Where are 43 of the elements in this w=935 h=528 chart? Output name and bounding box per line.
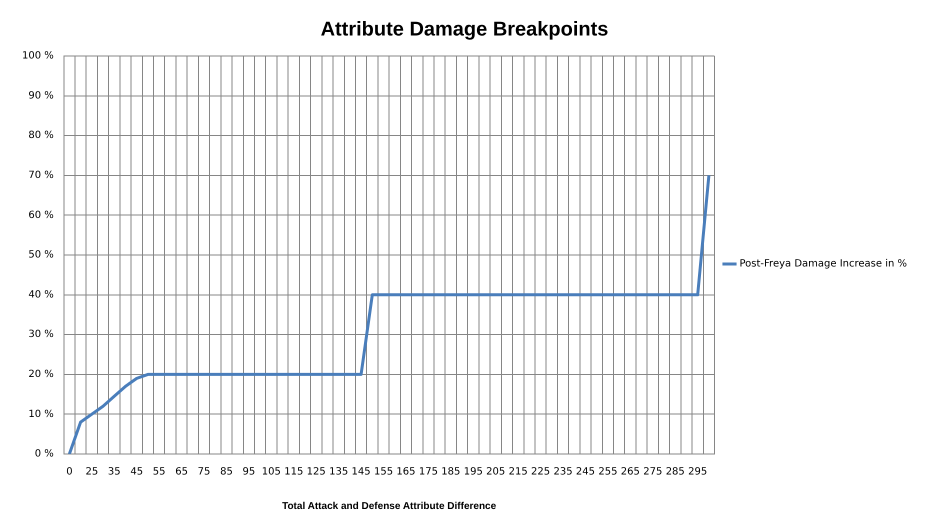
x-tick-label: 215 <box>508 466 528 478</box>
y-tick-label: 100 % <box>22 50 54 62</box>
x-tick-label: 195 <box>464 466 483 478</box>
x-tick-label: 185 <box>441 466 460 478</box>
y-tick-label: 30 % <box>28 329 54 340</box>
x-tick-label: 125 <box>306 466 326 478</box>
y-tick-label: 60 % <box>28 210 54 221</box>
x-axis-title: Total Attack and Defense Attribute Difference <box>282 500 497 512</box>
x-tick-label: 95 <box>242 466 256 478</box>
y-tick-label: 80 % <box>28 130 54 142</box>
x-tick-label: 45 <box>130 466 144 478</box>
y-tick-label: 20 % <box>28 368 54 380</box>
x-tick-label: 235 <box>553 466 573 478</box>
x-tick-label: 145 <box>352 466 371 478</box>
y-tick-label: 0 % <box>34 448 54 460</box>
x-tick-label: 65 <box>175 466 188 478</box>
x-tick-label: 265 <box>620 466 640 478</box>
x-tick-label: 175 <box>418 466 438 478</box>
x-tick-label: 245 <box>576 466 596 478</box>
x-tick-label: 25 <box>85 466 98 478</box>
x-tick-label: 275 <box>643 466 662 478</box>
x-tick-label: 155 <box>374 466 394 478</box>
legend-label: Post-Freya Damage Increase in % <box>740 258 908 270</box>
x-tick-label: 205 <box>486 466 506 478</box>
x-tick-label: 225 <box>531 466 550 478</box>
chart-title: Attribute Damage Breakpoints <box>320 18 608 41</box>
x-tick-label: 75 <box>198 466 210 478</box>
x-tick-label: 85 <box>220 466 233 478</box>
x-tick-label: 55 <box>152 466 166 478</box>
x-tick-label: 0 <box>66 466 73 478</box>
x-tick-label: 115 <box>284 466 304 478</box>
y-tick-label: 90 % <box>28 90 54 102</box>
x-tick-label: 255 <box>598 466 618 478</box>
y-tick-label: 50 % <box>28 250 54 261</box>
x-tick-label: 105 <box>262 466 281 478</box>
x-tick-label: 35 <box>108 466 121 478</box>
x-tick-label: 295 <box>688 466 708 478</box>
y-tick-label: 10 % <box>28 408 54 420</box>
x-tick-label: 165 <box>396 466 416 478</box>
y-tick-label: 40 % <box>28 289 54 300</box>
y-tick-label: 70 % <box>28 170 54 181</box>
x-tick-label: 285 <box>666 466 685 478</box>
x-tick-label: 135 <box>329 466 348 478</box>
